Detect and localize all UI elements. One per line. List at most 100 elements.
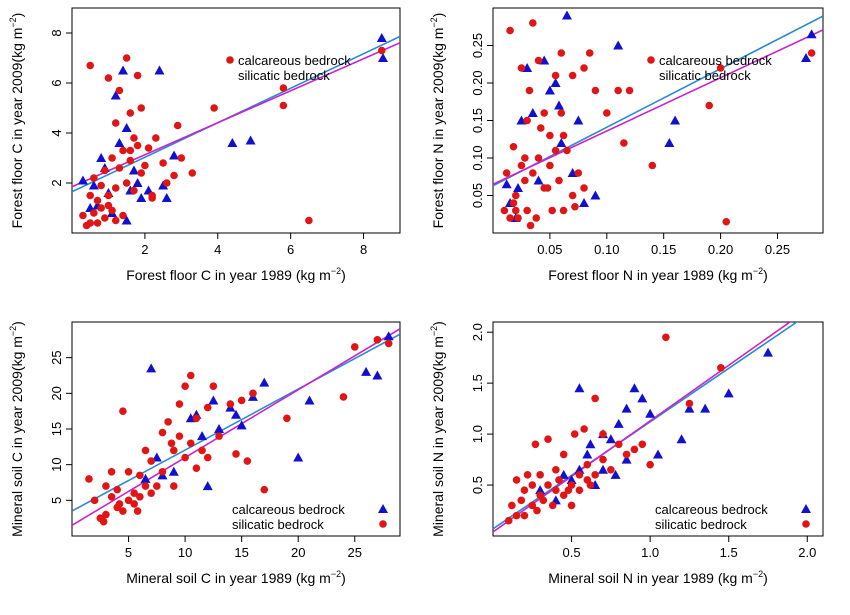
y-tick-label: 1.5 bbox=[470, 374, 485, 392]
legend-label: silicatic bedrock bbox=[659, 68, 751, 83]
silicatic-point bbox=[506, 26, 514, 35]
silicatic-point bbox=[203, 403, 212, 412]
x-tick-label: 10 bbox=[178, 545, 192, 560]
calcareous-point bbox=[535, 485, 546, 495]
calcareous-point bbox=[700, 403, 711, 413]
x-axis-label-text: Mineral soil N in year 1989 bbox=[548, 570, 714, 586]
silicatic-point bbox=[638, 440, 647, 449]
silicatic-point bbox=[534, 154, 543, 162]
calcareous-point bbox=[653, 449, 663, 459]
legend-label: silicatic bedrock bbox=[232, 517, 324, 532]
legend-label: calcareous bedrock bbox=[232, 502, 345, 517]
silicatic-point bbox=[625, 86, 634, 95]
silicatic-point bbox=[93, 196, 102, 205]
x-axis-label-unit-close: ) bbox=[341, 570, 346, 586]
silicatic-point bbox=[119, 146, 127, 155]
calcareous-point bbox=[574, 383, 585, 393]
silicatic-point bbox=[243, 457, 252, 465]
silicatic-point bbox=[534, 56, 543, 65]
silicatic-point bbox=[141, 161, 149, 170]
y-axis-label-unit: (kg m bbox=[430, 28, 446, 63]
calcareous-point bbox=[259, 377, 270, 387]
silicatic-point bbox=[509, 142, 518, 151]
calcareous-point bbox=[376, 33, 387, 42]
y-axis-label: Mineral soil N in year 2009(kg m−2) bbox=[429, 321, 446, 537]
calcareous-point bbox=[585, 439, 596, 449]
calcareous-point bbox=[121, 215, 132, 225]
silicatic-point bbox=[111, 119, 120, 127]
y-tick-label: 0.10 bbox=[470, 145, 485, 170]
legend-circle-marker bbox=[226, 56, 234, 64]
legend-triangle-marker bbox=[801, 53, 811, 62]
silicatic-point bbox=[551, 146, 560, 155]
silicatic-point bbox=[215, 432, 223, 440]
silicatic-point bbox=[181, 453, 189, 462]
calcareous-point bbox=[598, 464, 608, 474]
silicatic-point bbox=[279, 101, 288, 110]
calcareous-point bbox=[197, 431, 208, 441]
silicatic-point bbox=[607, 465, 615, 474]
y-tick-label: 4 bbox=[49, 129, 64, 136]
calcareous-point bbox=[806, 29, 817, 39]
silicatic-point bbox=[237, 396, 246, 405]
y-axis-label-text: Mineral soil N in year 2009 bbox=[430, 371, 446, 537]
calcareous-point bbox=[202, 481, 213, 491]
silicatic-point bbox=[158, 428, 167, 437]
silicatic-point bbox=[574, 169, 583, 177]
y-axis-label-text: Forest floor N in year 2009 bbox=[430, 62, 446, 228]
silicatic-point bbox=[599, 430, 607, 438]
x-axis-label-text: Mineral soil C in year 1989 bbox=[126, 570, 292, 586]
y-tick-label: 1.0 bbox=[470, 425, 485, 443]
calcareous-point bbox=[245, 135, 256, 145]
calcareous-point bbox=[121, 123, 132, 132]
y-axis-label-unit: (kg m bbox=[9, 28, 25, 63]
calcareous-point bbox=[158, 180, 169, 190]
silicatic-point bbox=[192, 464, 201, 473]
silicatic-point bbox=[147, 489, 155, 498]
x-axis-label-unit: (kg m bbox=[292, 267, 331, 283]
silicatic-point bbox=[511, 206, 520, 215]
silicatic-point bbox=[648, 161, 657, 170]
silicatic-point bbox=[512, 511, 521, 520]
silicatic-point bbox=[599, 455, 607, 464]
calcareous-point bbox=[621, 403, 632, 413]
silicatic-point bbox=[210, 104, 218, 112]
y-tick-label: 20 bbox=[49, 386, 64, 400]
x-tick-label: 25 bbox=[348, 545, 362, 560]
plot-area bbox=[72, 33, 400, 230]
silicatic-point bbox=[523, 206, 531, 215]
silicatic-point bbox=[115, 500, 124, 508]
silicatic-point bbox=[509, 199, 518, 207]
legend-circle-marker bbox=[647, 56, 655, 64]
silicatic-point bbox=[543, 184, 552, 192]
x-tick-label: 6 bbox=[287, 242, 294, 257]
silicatic-point bbox=[384, 339, 393, 348]
y-axis-label-unit-close: ) bbox=[9, 13, 25, 18]
y-tick-label: 0.5 bbox=[470, 476, 485, 494]
x-axis-label: Forest floor N in year 1989 (kg m−2) bbox=[548, 266, 768, 283]
x-axis-label: Mineral soil N in year 1989 (kg m−2) bbox=[548, 569, 768, 586]
silicatic-point bbox=[583, 460, 592, 469]
y-axis-label-unit-exp: −2 bbox=[429, 17, 439, 27]
calcareous-point bbox=[613, 40, 624, 50]
silicatic-point bbox=[177, 154, 186, 162]
silicatic-point bbox=[373, 336, 382, 344]
silicatic-point bbox=[170, 171, 178, 180]
silicatic-point bbox=[536, 124, 545, 132]
silicatic-point bbox=[591, 394, 599, 403]
silicatic-point bbox=[124, 496, 133, 505]
x-tick-label: 8 bbox=[360, 242, 367, 257]
silicatic-point bbox=[79, 211, 87, 220]
silicatic-point bbox=[646, 460, 654, 469]
silicatic-point bbox=[685, 399, 694, 408]
silicatic-point bbox=[564, 486, 573, 494]
x-tick-label: 2.0 bbox=[798, 545, 816, 560]
silicatic-point bbox=[97, 204, 105, 212]
calcareous-point bbox=[558, 469, 569, 479]
silicatic-point bbox=[570, 430, 579, 438]
silicatic-point bbox=[122, 179, 131, 187]
calcareous-point bbox=[723, 388, 734, 398]
silicatic-point bbox=[568, 71, 577, 80]
